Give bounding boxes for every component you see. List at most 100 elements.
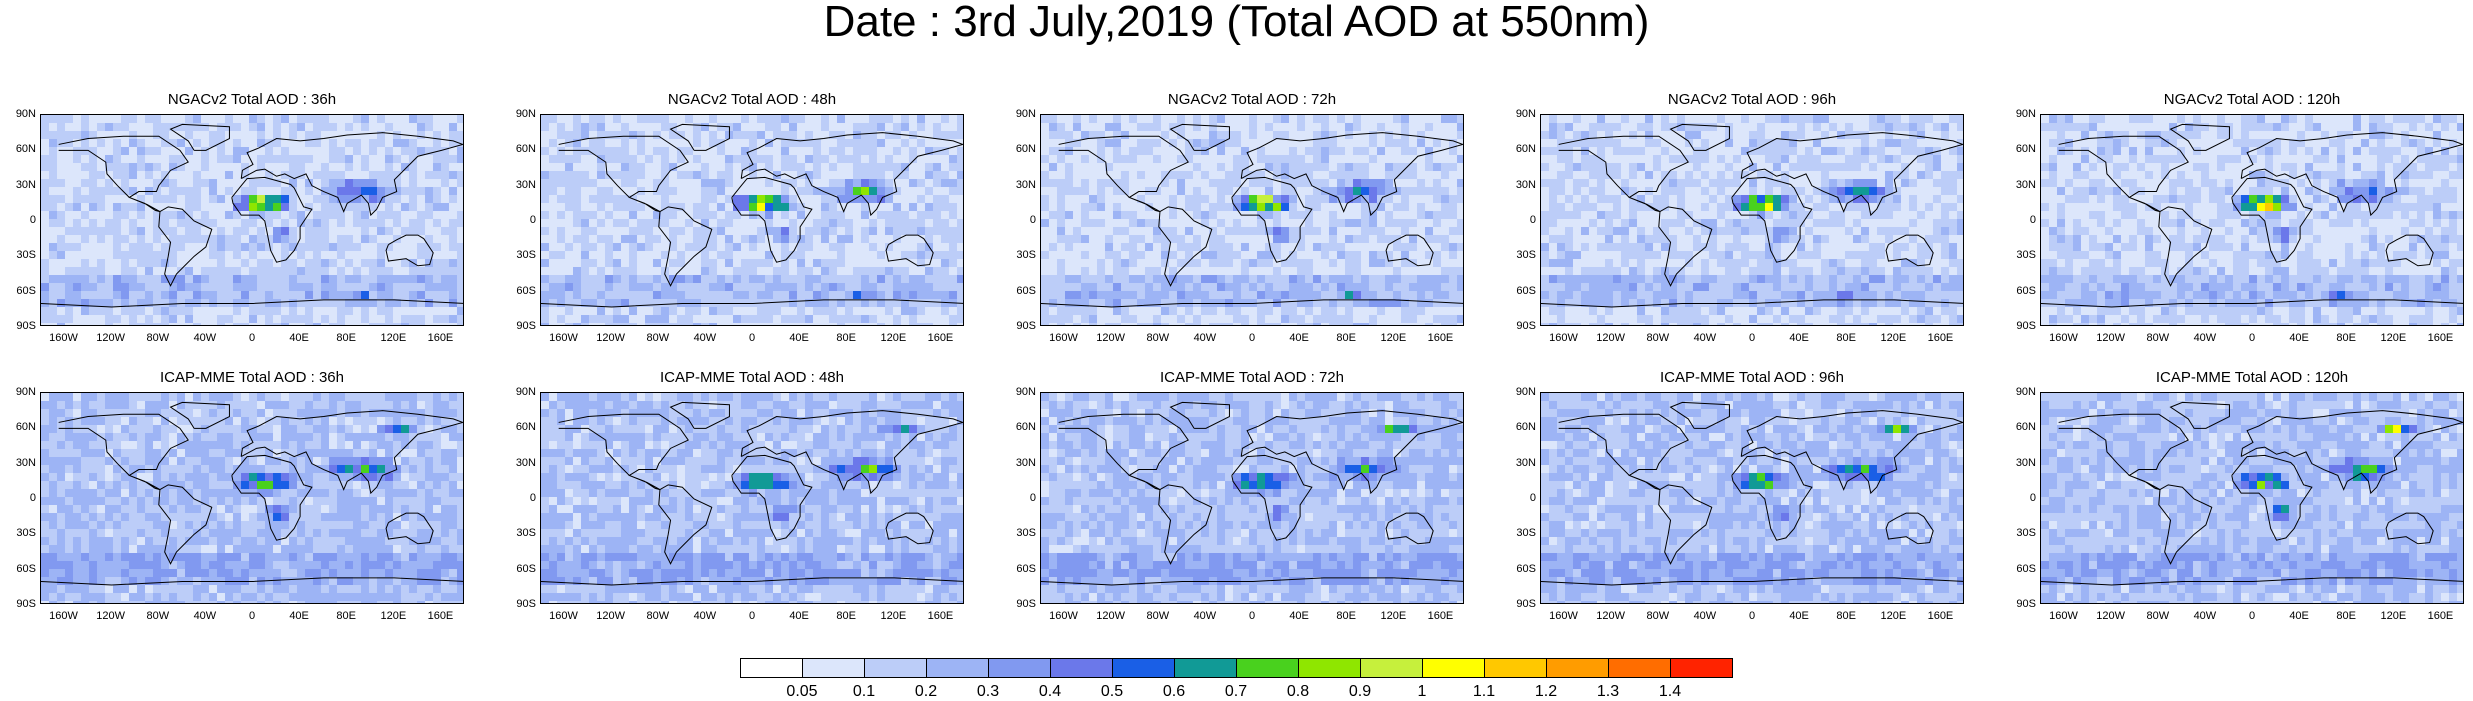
coastline bbox=[2240, 410, 2463, 495]
lon-tick-label: 40W bbox=[193, 332, 217, 344]
lon-tick-label: 120E bbox=[1880, 332, 1907, 344]
lat-tick-label: 60N bbox=[1515, 421, 1536, 434]
lat-tick-label: 60N bbox=[2015, 143, 2036, 156]
lon-tick-label: 160W bbox=[549, 610, 578, 622]
coastline bbox=[2041, 299, 2463, 308]
lon-tick-label: 120W bbox=[96, 332, 126, 344]
lat-tick-label: 60S bbox=[2016, 562, 2036, 575]
panel-title: ICAP-MME Total AOD : 36h bbox=[160, 369, 344, 386]
lat-tick-label: 90N bbox=[15, 386, 36, 398]
lon-tick-label: 120E bbox=[1380, 610, 1407, 622]
lon-tick-label: 120E bbox=[1380, 332, 1407, 344]
lon-tick-label: 40W bbox=[193, 610, 217, 622]
lat-tick-label: 60N bbox=[15, 143, 36, 156]
lon-tick-label: 80W bbox=[1146, 610, 1170, 622]
lon-tick-label: 40W bbox=[1193, 332, 1217, 344]
lon-tick-label: 160W bbox=[1049, 332, 1078, 344]
lon-tick-label: 80E bbox=[1336, 610, 1356, 622]
coastline bbox=[2385, 234, 2434, 267]
lon-tick-label: 120E bbox=[1880, 610, 1907, 622]
panel-title: NGACv2 Total AOD : 120h bbox=[2163, 91, 2341, 108]
lon-tick-label: 80W bbox=[1646, 610, 1670, 622]
lat-tick-label: 90N bbox=[2015, 386, 2036, 398]
lon-tick-label: 120W bbox=[1096, 610, 1126, 622]
lon-tick-label: 160E bbox=[927, 332, 954, 344]
aod-field bbox=[41, 393, 463, 603]
lat-tick-label: 60S bbox=[516, 284, 536, 297]
colorbar bbox=[740, 658, 1733, 680]
lat-tick-label: 0 bbox=[29, 492, 36, 504]
lon-tick-label: 120W bbox=[2096, 332, 2126, 344]
coastline bbox=[1740, 132, 1963, 217]
lon-tick-label: 40W bbox=[1193, 610, 1217, 622]
lat-tick-label: 30N bbox=[515, 456, 536, 469]
aod-field bbox=[41, 115, 463, 325]
coastline bbox=[2158, 206, 2213, 287]
aod-field bbox=[1541, 115, 1963, 325]
lon-tick-label: 120E bbox=[880, 332, 907, 344]
lon-tick-label: 120W bbox=[596, 332, 626, 344]
lon-tick-label: 160W bbox=[49, 332, 78, 344]
colorbar-label: 1 bbox=[1417, 683, 1427, 700]
lon-tick-label: 80E bbox=[2336, 332, 2356, 344]
lat-tick-label: 60N bbox=[15, 421, 36, 434]
lon-tick-label: 40E bbox=[1789, 610, 1809, 622]
colorbar-swatch bbox=[1050, 658, 1113, 678]
coastline bbox=[1231, 454, 1313, 541]
lon-tick-label: 120E bbox=[2380, 610, 2407, 622]
lon-tick-label: 120W bbox=[1596, 610, 1626, 622]
colorbar-label: 1.2 bbox=[1534, 683, 1558, 700]
map-area bbox=[540, 114, 964, 326]
lat-tick-label: 60S bbox=[16, 284, 36, 297]
coastline bbox=[1231, 176, 1313, 263]
lon-tick-label: 0 bbox=[748, 332, 756, 344]
coastline bbox=[1158, 206, 1213, 287]
map-area bbox=[1040, 114, 1464, 326]
colorbar-label: 1.3 bbox=[1596, 683, 1620, 700]
coastline bbox=[2385, 512, 2434, 545]
map-area bbox=[1540, 114, 1964, 326]
lat-tick-label: 30S bbox=[1516, 527, 1536, 540]
colorbar-swatch bbox=[1546, 658, 1609, 678]
lat-tick-label: 60S bbox=[16, 562, 36, 575]
coastline bbox=[2058, 413, 2189, 491]
coastline bbox=[169, 123, 230, 151]
coastline bbox=[1731, 176, 1813, 263]
lon-tick-label: 80E bbox=[1836, 332, 1856, 344]
coastline bbox=[658, 206, 713, 287]
panel-title: NGACv2 Total AOD : 96h bbox=[1667, 91, 1837, 108]
coastline bbox=[885, 512, 934, 545]
lat-tick-label: 30N bbox=[1015, 456, 1036, 469]
lon-tick-label: 40E bbox=[1289, 332, 1309, 344]
coastline bbox=[1240, 132, 1463, 217]
lat-tick-label: 30N bbox=[2015, 456, 2036, 469]
coastline bbox=[2058, 135, 2189, 213]
lat-tick-label: 30S bbox=[1516, 249, 1536, 262]
coastline bbox=[231, 454, 313, 541]
lon-tick-label: 160E bbox=[2427, 332, 2454, 344]
lat-tick-label: 0 bbox=[2029, 214, 2036, 226]
coastline bbox=[2158, 484, 2213, 565]
coastline bbox=[2231, 176, 2313, 263]
colorbar-swatch bbox=[802, 658, 865, 678]
lon-tick-label: 0 bbox=[2248, 610, 2256, 622]
coastline bbox=[1731, 454, 1813, 541]
lat-tick-label: 0 bbox=[1529, 214, 1536, 226]
lat-tick-label: 0 bbox=[529, 492, 536, 504]
lon-tick-label: 40E bbox=[789, 610, 809, 622]
lat-tick-label: 30S bbox=[516, 249, 536, 262]
map-panel: ICAP-MME Total AOD : 120h 90N 60N 30N 0 30S 60… bbox=[2000, 370, 2464, 622]
colorbar-label: 0.1 bbox=[852, 683, 876, 700]
coastline bbox=[240, 410, 463, 495]
lon-tick-label: 40W bbox=[1693, 610, 1717, 622]
lon-tick-label: 0 bbox=[748, 610, 756, 622]
coastline bbox=[558, 135, 689, 213]
lon-tick-label: 160W bbox=[1049, 610, 1078, 622]
coastline bbox=[1558, 135, 1689, 213]
coastline bbox=[2169, 401, 2230, 429]
lon-tick-label: 80E bbox=[1336, 332, 1356, 344]
aod-field bbox=[1041, 393, 1463, 603]
colorbar-label: 0.8 bbox=[1286, 683, 1310, 700]
map-panel: ICAP-MME Total AOD : 72h 90N 60N 30N 0 30S 60S… bbox=[1000, 370, 1464, 622]
map-area bbox=[1540, 392, 1964, 604]
